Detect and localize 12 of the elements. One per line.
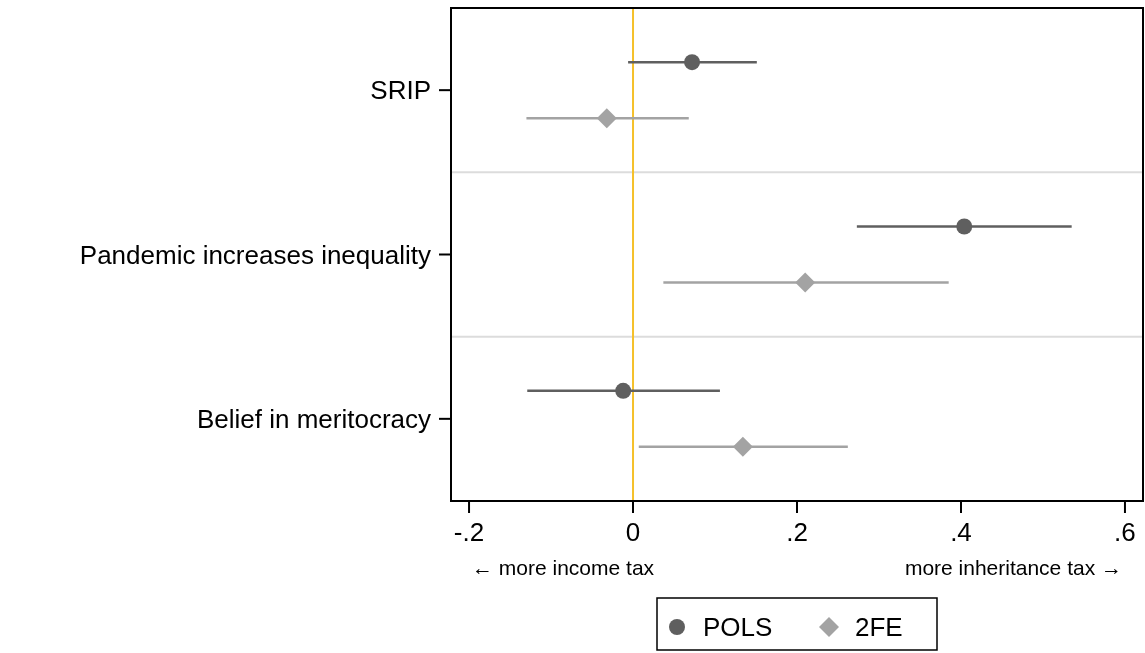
y-tick-label: Belief in meritocracy [196, 403, 431, 434]
legend-label: POLS [703, 612, 773, 642]
x-tick-label: 0 [625, 517, 641, 547]
x-tick-label: .6 [1114, 517, 1136, 547]
x-tick-label: -.2 [453, 517, 485, 547]
x-tick-label: .2 [786, 517, 808, 547]
legend-label: 2FE [855, 612, 903, 642]
text: ← more income tax [472, 556, 655, 579]
y-tick-label: SRIP [370, 75, 431, 106]
text: more inheritance tax → [904, 556, 1122, 579]
y-tick-label: Pandemic increases inequality [79, 239, 431, 270]
x-tick-label: .4 [950, 517, 972, 547]
